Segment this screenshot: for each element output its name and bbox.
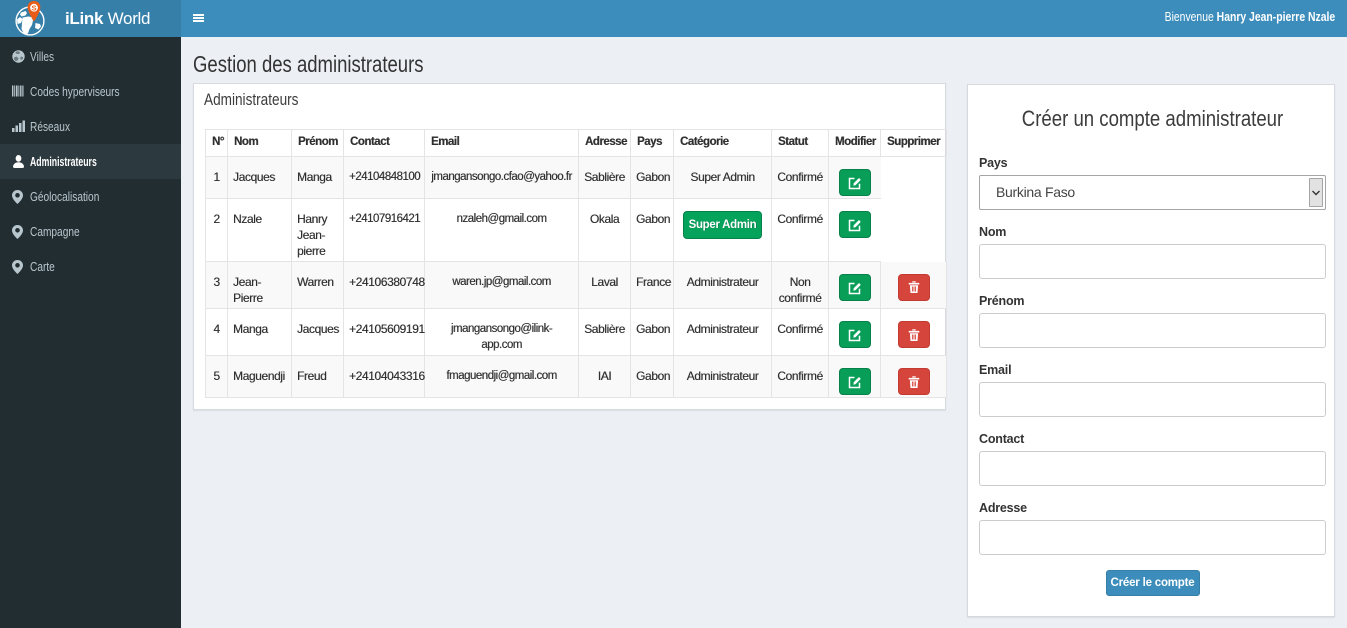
svg-text:S: S xyxy=(31,3,36,12)
